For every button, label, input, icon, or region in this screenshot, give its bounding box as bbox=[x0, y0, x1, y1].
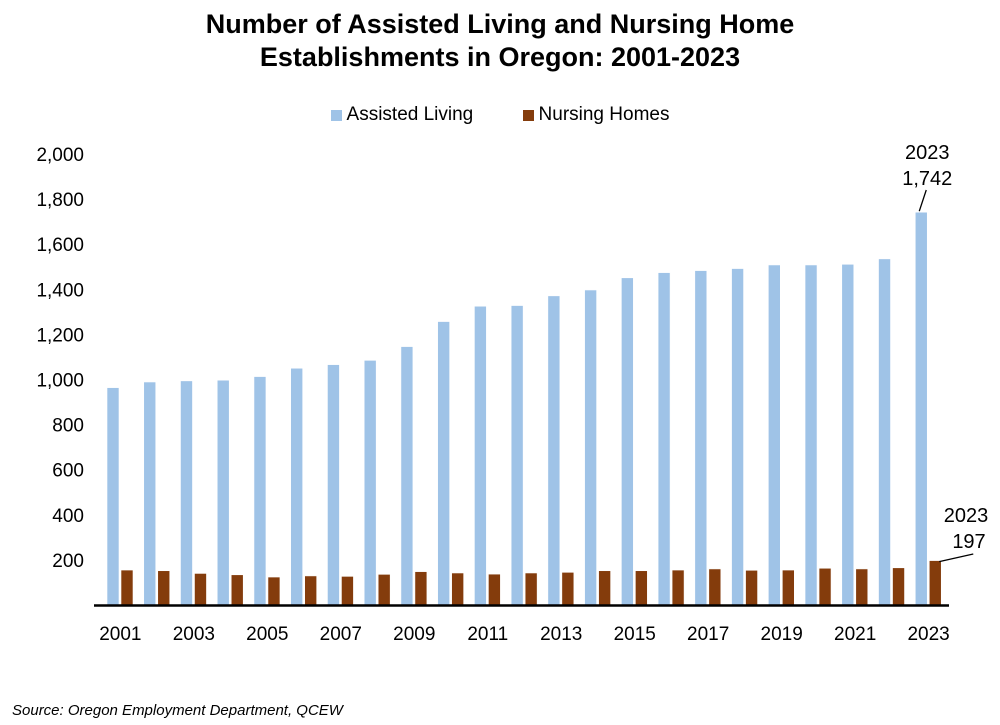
bar-assisted-living-2018 bbox=[731, 268, 744, 606]
bar-assisted-living-2001 bbox=[106, 387, 120, 606]
bar-nursing-homes-2010 bbox=[451, 572, 464, 606]
bar-nursing-homes-2019 bbox=[782, 569, 795, 606]
bar-assisted-living-2011 bbox=[474, 305, 487, 606]
bar-nursing-homes-2020 bbox=[818, 567, 832, 606]
x-tick-label: 2015 bbox=[614, 624, 656, 645]
bar-nursing-homes-2013 bbox=[561, 572, 575, 606]
legend-item-assisted-living: Assisted Living bbox=[330, 104, 474, 126]
bar-nursing-homes-2006 bbox=[304, 575, 317, 606]
y-tick-label: 1,400 bbox=[36, 280, 84, 301]
bar-assisted-living-2023 bbox=[914, 211, 928, 606]
bar-assisted-living-2016 bbox=[657, 272, 671, 606]
bar-nursing-homes-2005 bbox=[267, 576, 281, 606]
annotation-year: 2023 bbox=[905, 142, 950, 164]
bar-assisted-living-2017 bbox=[694, 270, 708, 606]
bar-assisted-living-2015 bbox=[621, 277, 634, 606]
bar-nursing-homes-2012 bbox=[524, 572, 538, 606]
y-tick-label: 400 bbox=[52, 506, 84, 527]
bar-nursing-homes-2017 bbox=[708, 568, 722, 606]
bar-assisted-living-2003 bbox=[180, 380, 193, 606]
bar-nursing-homes-2004 bbox=[230, 574, 244, 606]
legend-label: Assisted Living bbox=[346, 104, 474, 125]
chart-title: Number of Assisted Living and Nursing Ho… bbox=[0, 8, 1000, 74]
bar-nursing-homes-2011 bbox=[488, 573, 501, 606]
bar-nursing-homes-2023 bbox=[928, 560, 942, 606]
bar-assisted-living-2012 bbox=[510, 305, 524, 606]
bar-assisted-living-2004 bbox=[216, 379, 230, 606]
bar-nursing-homes-2016 bbox=[671, 569, 685, 606]
x-tick-label: 2011 bbox=[467, 624, 508, 645]
y-tick-label: 1,000 bbox=[36, 371, 84, 392]
bar-nursing-homes-2021 bbox=[855, 568, 869, 606]
bar-nursing-homes-2014 bbox=[598, 570, 611, 606]
legend-item-nursing-homes: Nursing Homes bbox=[522, 104, 670, 126]
bar-nursing-homes-2001 bbox=[120, 569, 134, 606]
bar-nursing-homes-2015 bbox=[635, 570, 648, 606]
bar-assisted-living-2002 bbox=[143, 381, 157, 606]
bar-nursing-homes-2009 bbox=[414, 571, 428, 606]
bar-assisted-living-2019 bbox=[768, 264, 781, 606]
annotation-leader-line bbox=[939, 553, 974, 563]
legend-swatch-nursing-homes bbox=[522, 109, 534, 121]
bar-assisted-living-2013 bbox=[547, 295, 561, 606]
x-tick-label: 2009 bbox=[393, 624, 435, 645]
bar-assisted-living-2014 bbox=[584, 289, 597, 606]
bar-assisted-living-2006 bbox=[290, 367, 303, 606]
y-tick-label: 2,000 bbox=[36, 145, 84, 166]
bar-assisted-living-2008 bbox=[363, 360, 377, 606]
bar-nursing-homes-2018 bbox=[745, 569, 758, 606]
bar-assisted-living-2005 bbox=[253, 376, 267, 606]
annotation-year: 2023 bbox=[944, 505, 989, 527]
bar-assisted-living-2021 bbox=[841, 263, 855, 606]
x-tick-label: 2001 bbox=[99, 624, 141, 645]
x-tick-label: 2003 bbox=[173, 624, 215, 645]
x-tick-label: 2019 bbox=[761, 624, 803, 645]
legend-swatch-assisted-living bbox=[330, 109, 342, 121]
x-tick-label: 2023 bbox=[907, 624, 949, 645]
x-tick-label: 2017 bbox=[687, 624, 729, 645]
y-tick-label: 600 bbox=[52, 461, 84, 482]
legend: Assisted Living Nursing Homes bbox=[0, 104, 1000, 127]
x-tick-label: 2013 bbox=[540, 624, 582, 645]
x-tick-label: 2005 bbox=[246, 624, 288, 645]
y-tick-label: 1,800 bbox=[36, 190, 84, 211]
bar-assisted-living-2007 bbox=[327, 364, 340, 606]
legend-label: Nursing Homes bbox=[538, 104, 670, 125]
annotation-leader-line bbox=[918, 189, 927, 212]
bar-assisted-living-2009 bbox=[400, 346, 414, 606]
source-note: Source: Oregon Employment Department, QC… bbox=[12, 702, 343, 719]
x-tick-label: 2021 bbox=[834, 624, 876, 645]
chart-title-line-1: Number of Assisted Living and Nursing Ho… bbox=[205, 9, 795, 39]
bar-nursing-homes-2003 bbox=[194, 573, 207, 606]
bar-nursing-homes-2022 bbox=[892, 567, 905, 606]
bar-nursing-homes-2008 bbox=[377, 574, 391, 606]
x-tick-label: 2007 bbox=[320, 624, 362, 645]
y-tick-label: 1,200 bbox=[36, 325, 84, 346]
y-tick-label: 1,600 bbox=[36, 235, 84, 256]
bar-assisted-living-2020 bbox=[804, 264, 818, 606]
bar-assisted-living-2010 bbox=[437, 321, 450, 606]
chart-title-line-2: Establishments in Oregon: 2001-2023 bbox=[259, 42, 741, 72]
bar-nursing-homes-2002 bbox=[157, 570, 171, 606]
bar-assisted-living-2022 bbox=[878, 258, 891, 606]
annotation-value: 197 bbox=[952, 531, 985, 553]
y-tick-label: 200 bbox=[52, 551, 84, 572]
bar-nursing-homes-2007 bbox=[341, 576, 354, 606]
annotation-value: 1,742 bbox=[902, 168, 952, 190]
y-tick-label: 800 bbox=[52, 416, 84, 437]
